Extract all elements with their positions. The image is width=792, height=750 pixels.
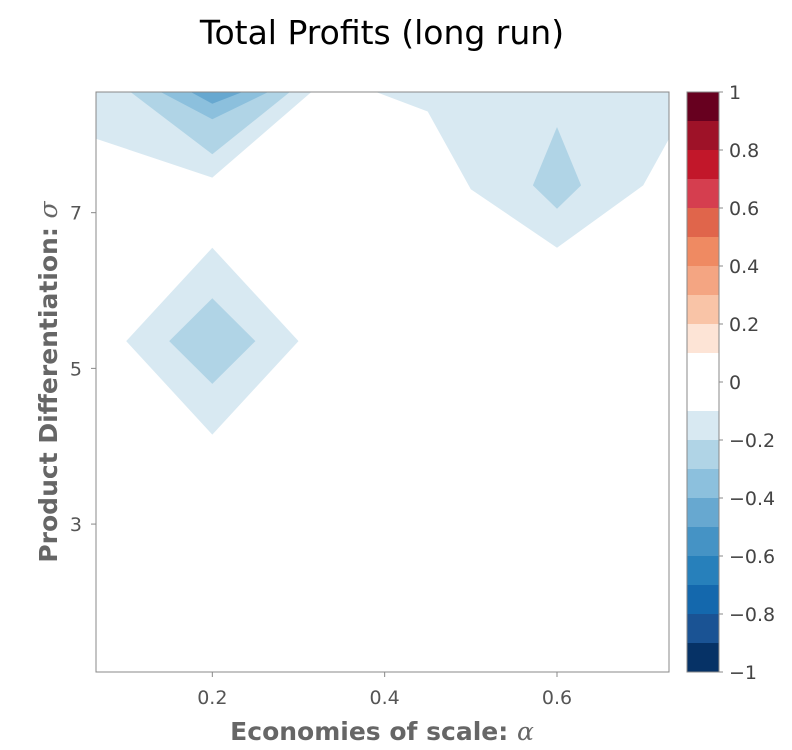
x-tick-label: 0.2 [197, 687, 227, 709]
y-axis-symbol: σ [34, 200, 63, 218]
colorbar-tick-label: 0.4 [729, 256, 759, 278]
plot-area [95, 91, 670, 673]
y-tick-label: 7 [70, 203, 82, 225]
x-axis-label: Economies of scale: α [230, 717, 534, 746]
colorbar-band [687, 614, 719, 644]
colorbar-tick-label: −0.6 [729, 546, 775, 568]
y-tick-label: 3 [70, 514, 82, 536]
colorbar-tick-label: 0.2 [729, 314, 759, 336]
colorbar-band [687, 527, 719, 557]
x-axis-symbol: α [517, 717, 534, 746]
x-axis-label-text: Economies of scale: [230, 717, 517, 746]
colorbar-band [687, 266, 719, 296]
colorbar-band [687, 295, 719, 325]
y-tick-label: 5 [70, 358, 82, 380]
contour-region-2 [160, 92, 269, 120]
x-axis-ticks: 0.2 0.4 0.6 [197, 672, 572, 709]
colorbar-band [687, 382, 719, 412]
colorbar-tick-label: 1 [729, 82, 741, 104]
y-axis-label: Product Differentiation: σ [34, 200, 63, 562]
contour-region-1 [130, 92, 290, 155]
y-axis-label-text: Product Differentiation: [34, 218, 63, 562]
contour-region-4 [376, 92, 669, 248]
colorbar-band [687, 411, 719, 441]
colorbar-band [687, 92, 719, 122]
colorbar-band [687, 237, 719, 267]
colorbar: 1 0.8 0.6 0.4 0.2 0 −0.2 −0.4 −0.6 −0.8 −1 [686, 82, 775, 684]
colorbar-band [687, 179, 719, 209]
y-axis-ticks: 3 5 7 [70, 203, 96, 536]
contour-region-5 [532, 127, 582, 209]
colorbar-band [687, 324, 719, 354]
colorbar-tick-label: −0.4 [729, 488, 775, 510]
contour-region-7 [169, 298, 256, 384]
colorbar-band [687, 643, 719, 673]
x-tick-label: 0.6 [542, 687, 572, 709]
colorbar-band [687, 208, 719, 238]
plot-frame [95, 91, 670, 673]
contour-regions [96, 92, 669, 435]
contour-region-3 [190, 92, 243, 104]
colorbar-ticks: 1 0.8 0.6 0.4 0.2 0 −0.2 −0.4 −0.6 −0.8 −1 [719, 82, 775, 684]
colorbar-tick-label: −1 [729, 662, 757, 684]
colorbar-band [687, 556, 719, 586]
colorbar-tick-label: −0.2 [729, 430, 775, 452]
colorbar-band [687, 498, 719, 528]
colorbar-band [687, 585, 719, 615]
colorbar-band [687, 440, 719, 470]
colorbar-band [687, 469, 719, 499]
colorbar-tick-label: 0.6 [729, 198, 759, 220]
colorbar-tick-label: 0.8 [729, 140, 759, 162]
colorbar-bands [687, 92, 719, 673]
x-tick-label: 0.4 [370, 687, 400, 709]
colorbar-band [687, 353, 719, 383]
colorbar-tick-label: 0 [729, 372, 741, 394]
colorbar-band [687, 121, 719, 151]
colorbar-band [687, 150, 719, 180]
colorbar-tick-label: −0.8 [729, 604, 775, 626]
chart-title: Total Profits (long run) [199, 13, 564, 52]
